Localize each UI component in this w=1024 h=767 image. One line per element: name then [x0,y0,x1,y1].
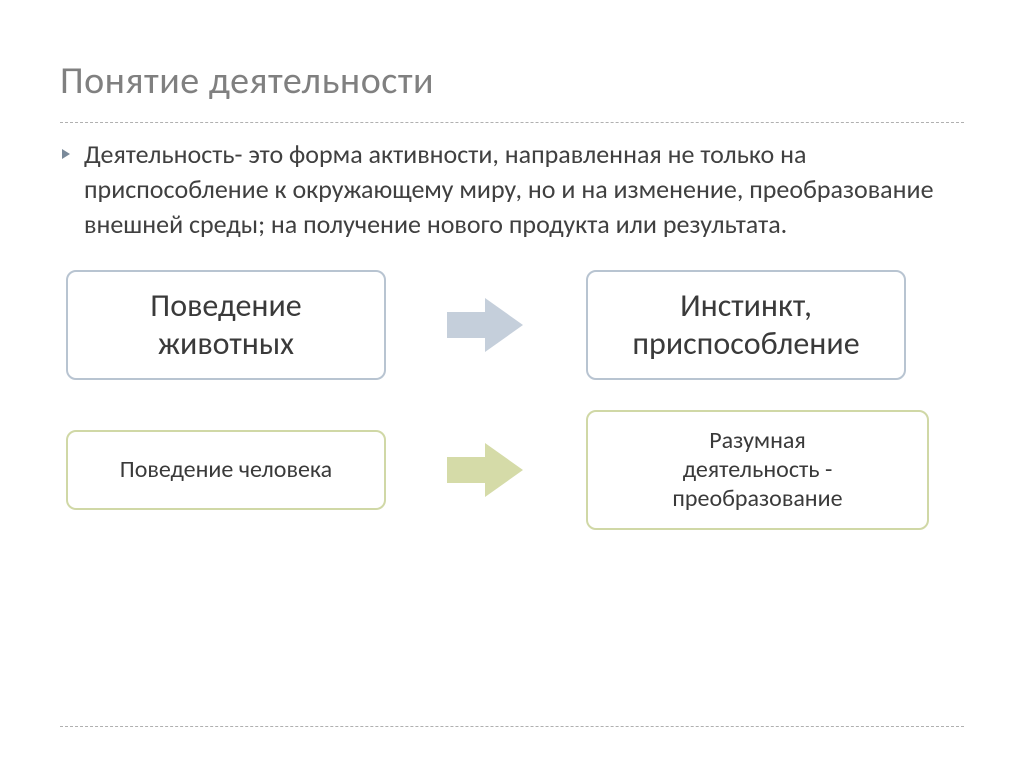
arrow-right-icon [441,435,531,505]
box-rational-activity: Разумная деятельность - преобразование [586,410,929,530]
arrow-right-icon [441,290,531,360]
box-animal-behavior: Поведение животных [66,270,386,380]
page-title: Понятие деятельности [60,58,964,104]
box-line: преобразование [672,485,842,514]
box-line: Поведение [150,287,301,325]
box-line: Инстинкт, [680,287,812,325]
diagram-row-1: Поведение животных Инстинкт, приспособле… [60,270,964,380]
box-line: приспособление [632,325,859,363]
bottom-divider [60,726,964,727]
arrow-2-container [386,435,586,505]
box-human-behavior: Поведение человека [66,430,386,510]
box-line: деятельность - [683,456,833,485]
definition-text: Деятельность- это форма активности, напр… [84,137,964,242]
diagram-row-2: Поведение человека Разумная деятельность… [60,410,964,530]
box-line: животных [158,325,294,363]
box-line: Разумная [709,427,806,456]
definition-row: Деятельность- это форма активности, напр… [60,137,964,242]
arrow-1-container [386,290,586,360]
box-instinct: Инстинкт, приспособление [586,270,906,380]
box-line: Поведение человека [120,456,332,485]
bullet-icon [60,147,74,161]
title-divider [60,122,964,123]
